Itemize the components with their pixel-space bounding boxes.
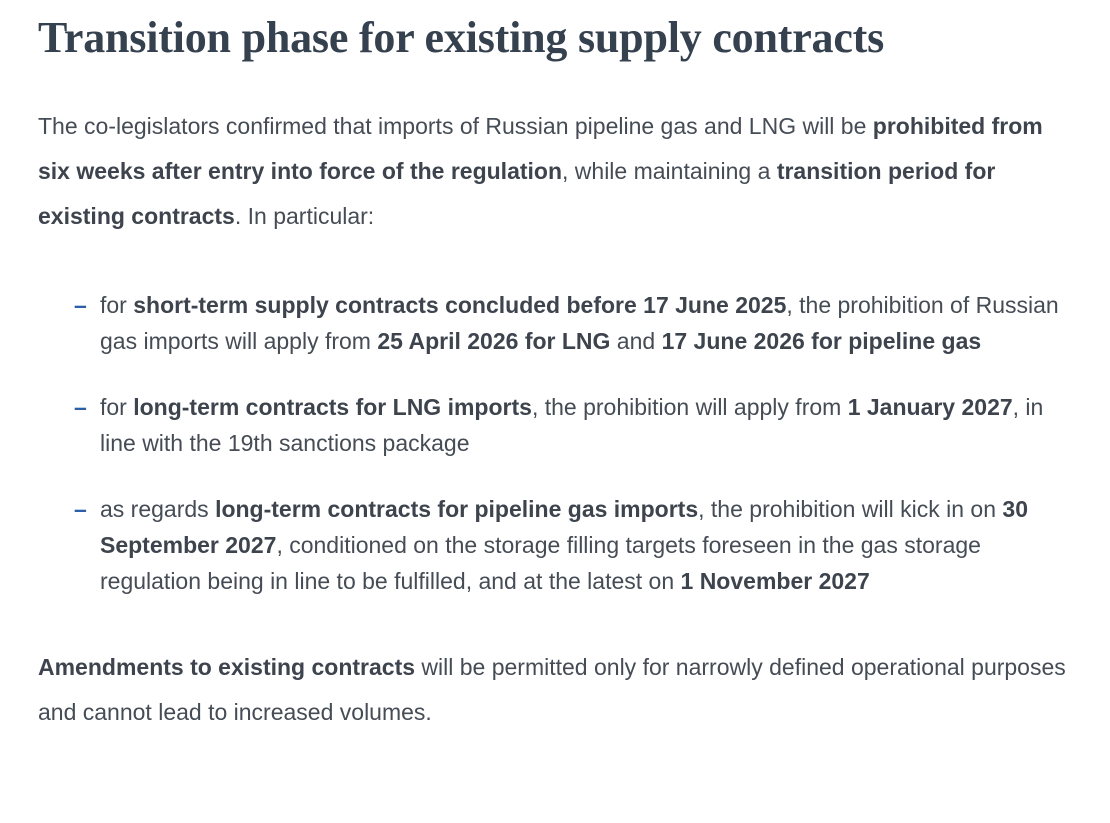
list-item: – as regards long-term contracts for pip…: [74, 491, 1068, 599]
article: Transition phase for existing supply con…: [38, 13, 1068, 725]
list-item-text: for long-term contracts for LNG imports,…: [100, 394, 1044, 456]
list-item: – for short-term supply contracts conclu…: [74, 287, 1068, 359]
intro-paragraph: The co-legislators confirmed that import…: [38, 113, 1043, 229]
bullet-dash-icon: –: [74, 394, 87, 420]
bullet-dash-icon: –: [74, 496, 87, 522]
bullet-dash-icon: –: [74, 292, 87, 318]
closing-paragraph: Amendments to existing contracts will be…: [38, 654, 1066, 725]
list-item: – for long-term contracts for LNG import…: [74, 389, 1068, 461]
page-title: Transition phase for existing supply con…: [38, 13, 885, 62]
list-item-text: for short-term supply contracts conclude…: [100, 292, 1059, 354]
list-item-text: as regards long-term contracts for pipel…: [100, 496, 1028, 594]
bullet-list: – for short-term supply contracts conclu…: [38, 287, 1068, 599]
